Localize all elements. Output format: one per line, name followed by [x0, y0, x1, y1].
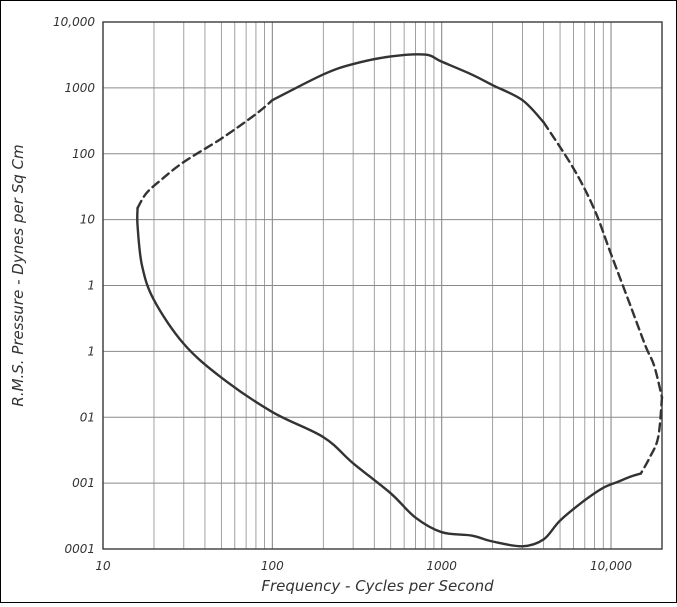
threshold-curve-segment-3: [542, 121, 664, 399]
y-tick-label: 10: [80, 213, 96, 227]
y-tick-label: 10,000: [53, 15, 95, 29]
threshold-curve-segment-2: [136, 98, 274, 210]
y-axis-label: R.M.S. Pressure - Dynes per Sq Cm: [9, 144, 27, 406]
y-tick-label: 001: [72, 476, 95, 490]
y-tick-label: 1000: [64, 81, 95, 95]
threshold-curve-segment-1: [271, 53, 545, 124]
plot-border: [102, 21, 663, 550]
x-tick-label: 100: [261, 559, 284, 573]
y-tick-label: 1: [87, 344, 95, 358]
x-tick-label: 10,000: [590, 559, 632, 573]
x-tick-label: 10: [95, 559, 111, 573]
y-tick-label: 100: [72, 147, 95, 161]
x-axis-label: Frequency - Cycles per Second: [261, 577, 494, 595]
threshold-curve-segment-4: [639, 396, 664, 475]
y-tick-label: 01: [80, 410, 95, 424]
x-tick-label: 1000: [426, 559, 457, 573]
threshold-curve-segment-5: [136, 206, 643, 548]
y-tick-label: 0001: [64, 542, 95, 556]
y-tick-label: 1: [87, 279, 95, 293]
